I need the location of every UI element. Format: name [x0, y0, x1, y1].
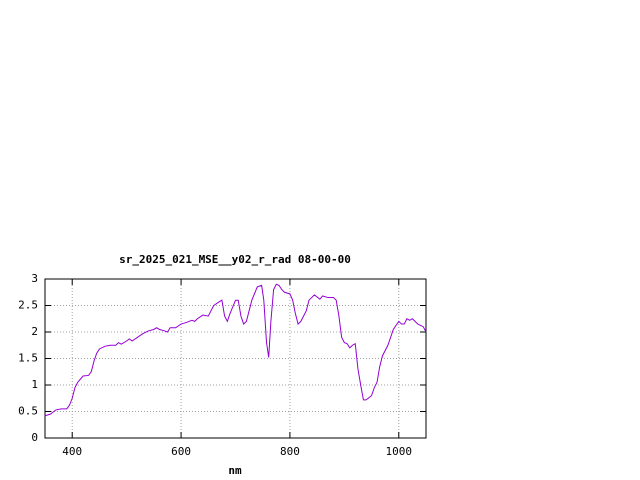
x-axis-label: nm: [228, 464, 242, 477]
y-tick-label: 1.5: [18, 352, 38, 365]
y-tick-label: 3: [31, 272, 38, 285]
x-tick-label: 800: [280, 445, 300, 458]
data-line: [44, 283, 427, 417]
y-tick-label: 2: [31, 325, 38, 338]
y-tick-label: 0.5: [18, 405, 38, 418]
plot-border: [44, 278, 427, 439]
x-tick-label: 600: [171, 445, 191, 458]
x-tick-label: 1000: [386, 445, 413, 458]
y-tick-label: 1: [31, 378, 38, 391]
chart-title: sr_2025_021_MSE__y02_r_rad 08-00-00: [119, 253, 351, 266]
x-tick-label: 400: [62, 445, 82, 458]
y-tick-label: 0: [31, 431, 38, 444]
y-tick-label: 2.5: [18, 299, 38, 312]
